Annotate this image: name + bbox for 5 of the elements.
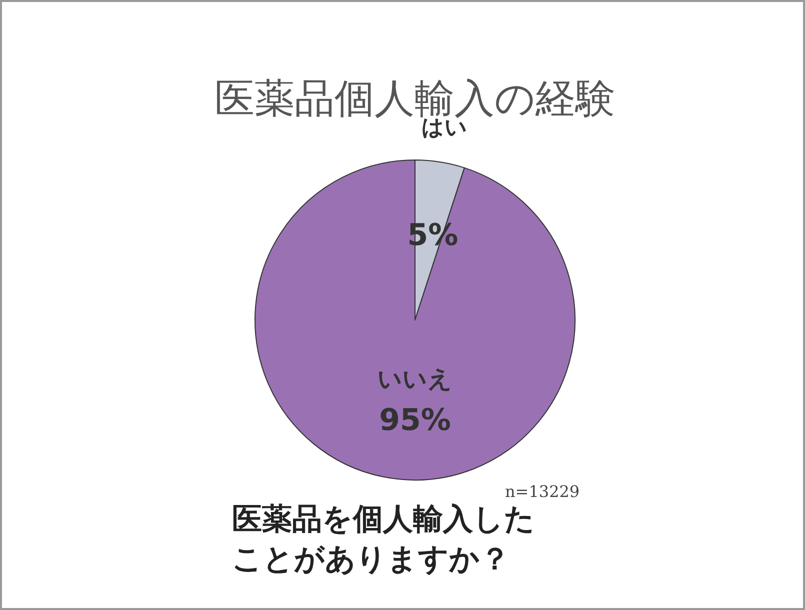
slice-label: いいえ [378, 365, 452, 393]
data-label: 95% [379, 403, 451, 438]
text: n=13229 [505, 482, 580, 501]
pie-slice [254, 160, 576, 480]
text: 医薬品を個人輸入したことがありますか？ [232, 501, 536, 579]
